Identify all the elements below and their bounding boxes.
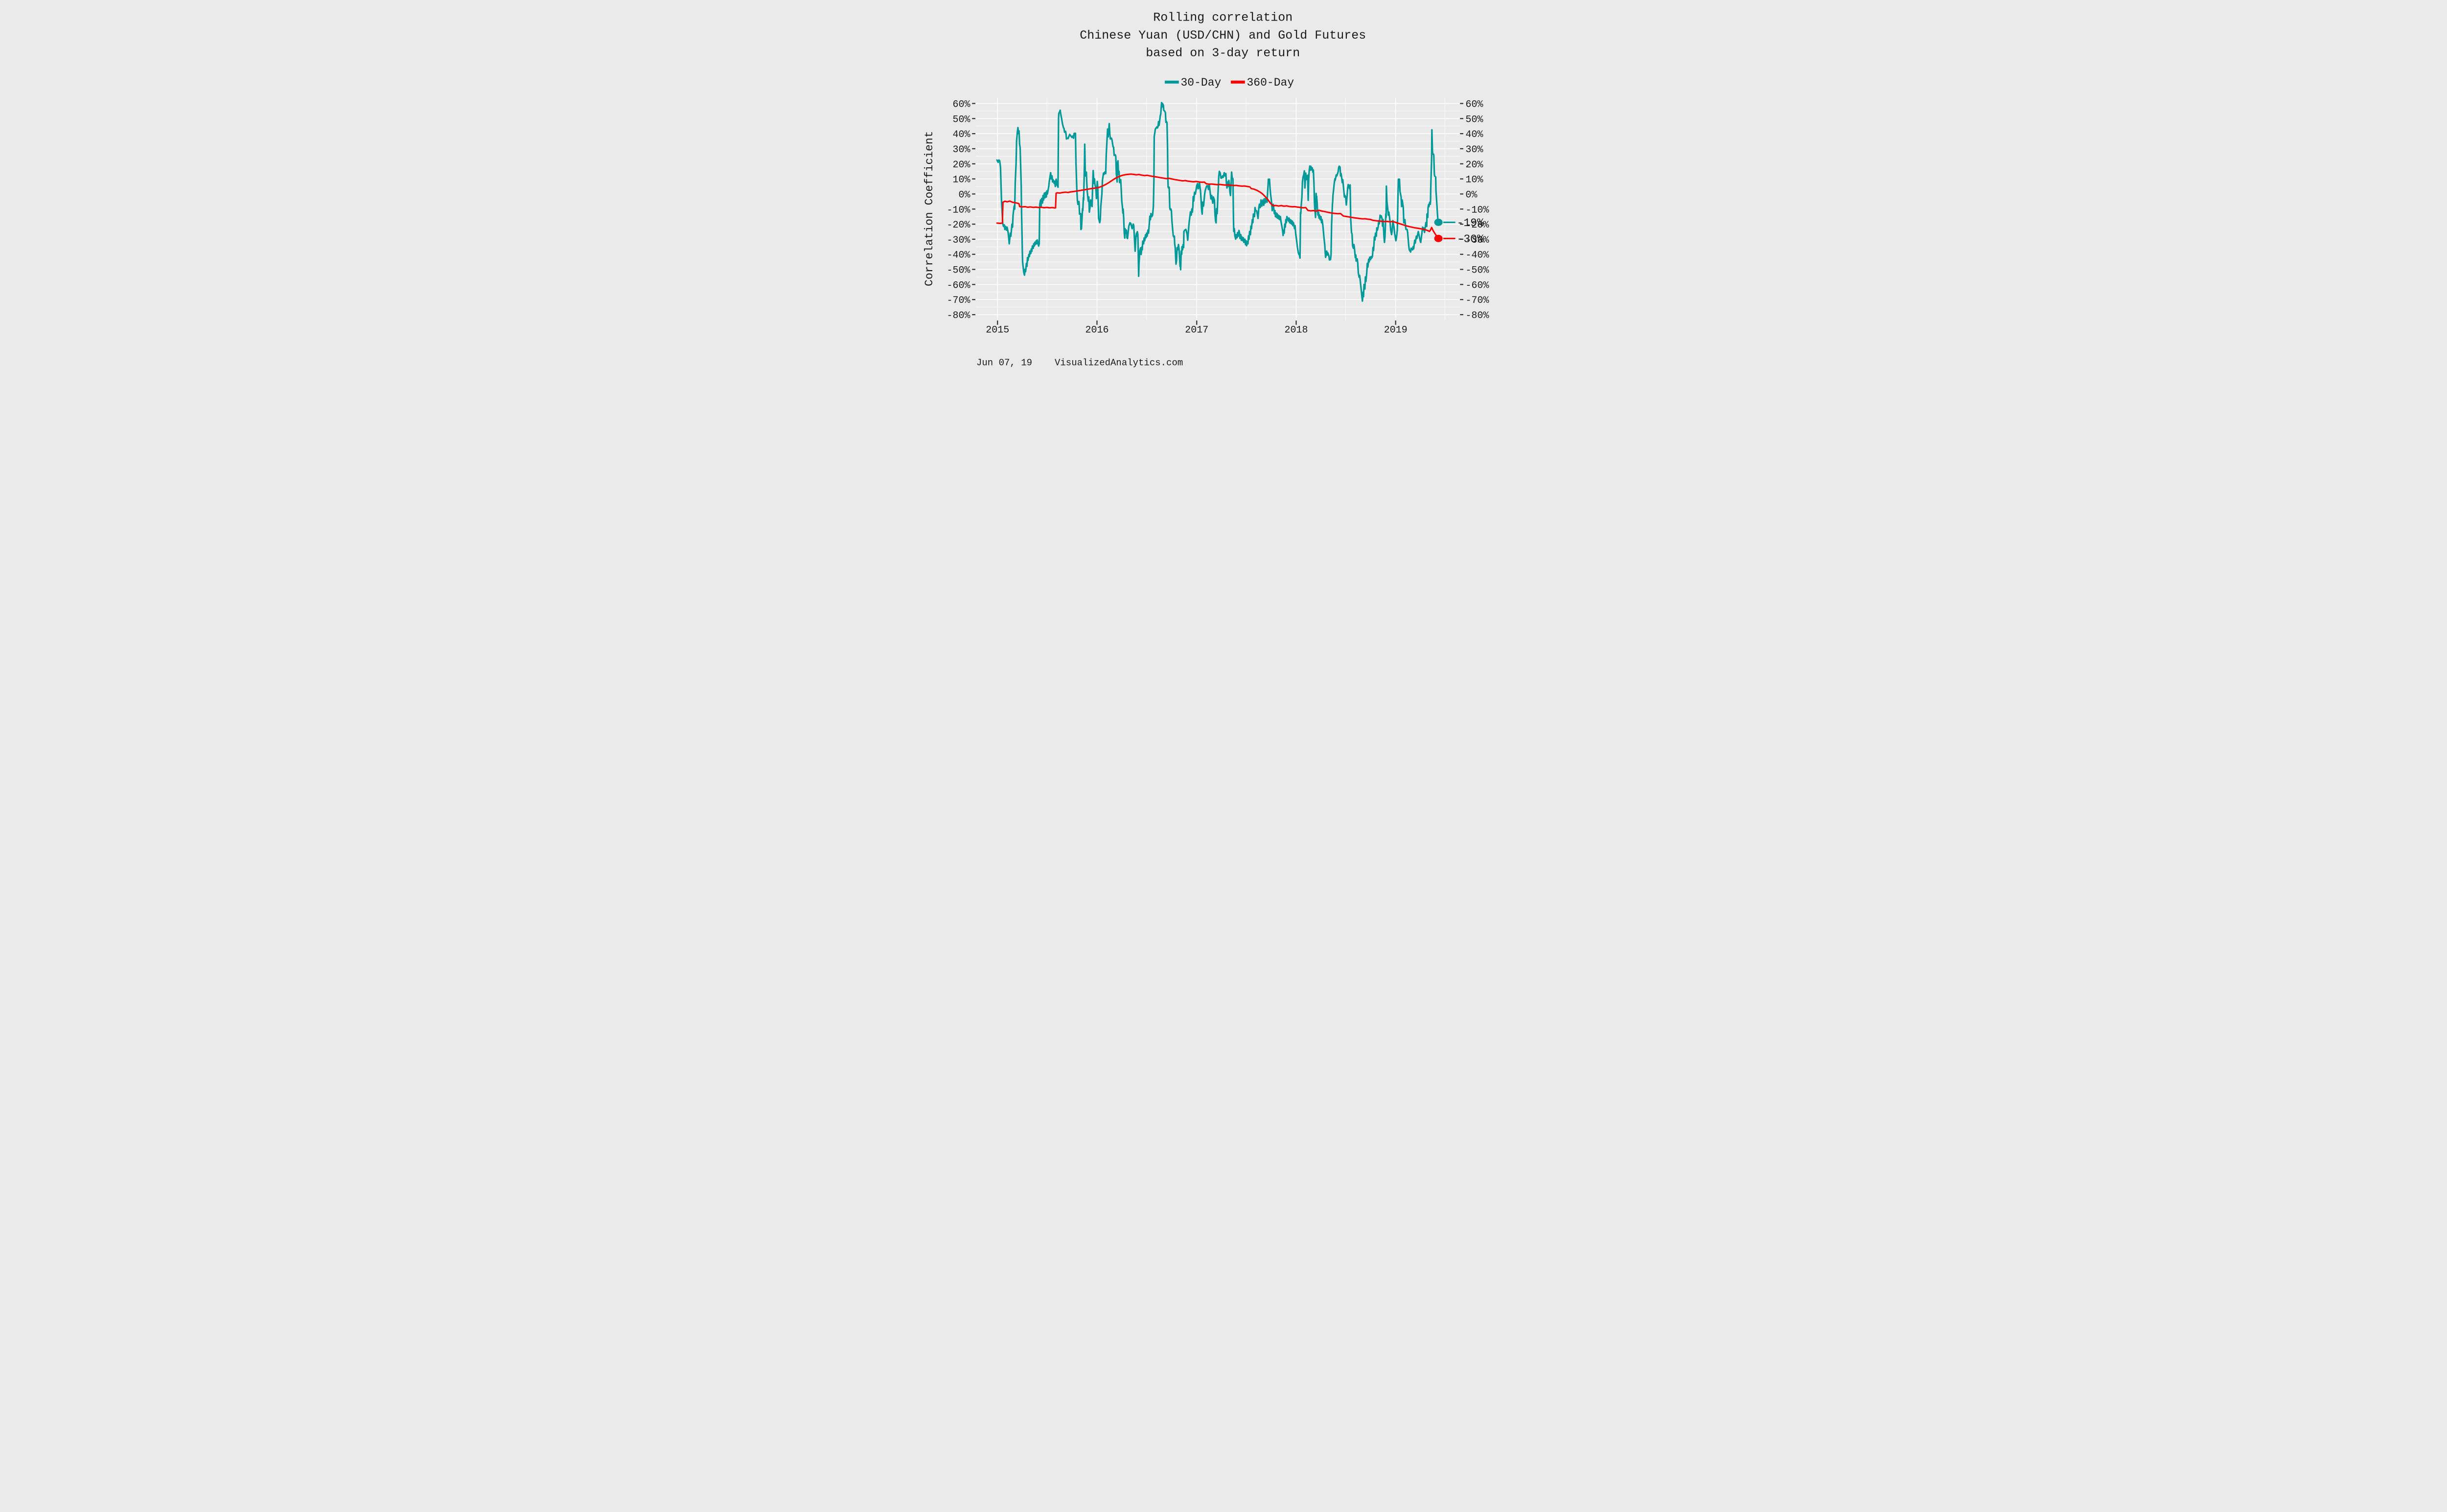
legend-label-30-day: 30-Day [1181,76,1222,89]
x-tick-label: 2016 [1085,325,1108,336]
y-tick-label-right: 10% [1466,175,1484,186]
y-tick-label-right: 60% [1466,99,1484,110]
x-tick-label: 2017 [1185,325,1208,336]
end-dot-360-day [1434,234,1443,242]
y-tick-label-left: 50% [952,114,970,125]
series-end-annotations: -19% -30% [1434,217,1484,246]
y-tick-label-left: 20% [952,160,970,171]
grid-major [975,98,1460,321]
y-tick-label-right: 50% [1466,114,1484,125]
x-tick-label: 2019 [1384,325,1408,336]
chart-figure: 60% 60% 50% 50% 40% 40% 30% 30% 20% 20% 10% 10% 0% 0%… [918,0,1529,378]
x-tick-label: 2018 [1285,325,1308,336]
footer-date: Jun 07, 19 [976,357,1032,368]
y-tick-label-left: 60% [952,99,970,110]
axis-tick-labels: 60% 60% 50% 50% 40% 40% 30% 30% 20% 20% 10% 10% 0% 0%… [946,99,1489,336]
end-label-30-day: -19% [1457,217,1484,229]
y-tick-label-left: -50% [946,265,970,276]
tick-marks [972,103,1463,325]
y-tick-label-left: -10% [946,205,970,216]
y-tick-label-right: -10% [1466,205,1490,216]
y-tick-label-left: 40% [952,129,970,140]
series-line-360-day [996,173,1439,239]
data-series [996,102,1439,302]
legend: 30-Day 360-Day [1165,76,1294,89]
y-tick-label-left: -60% [946,280,970,291]
legend-swatch-30-day [1165,80,1179,84]
y-tick-label-left: 0% [958,189,970,201]
legend-label-360-day: 360-Day [1247,76,1294,89]
chart-title-line1: Rolling correlation [1153,11,1293,25]
y-tick-label-left: -80% [946,310,970,321]
y-tick-label-left: -30% [946,235,970,246]
y-tick-label-right: -40% [1466,250,1490,261]
y-tick-label-right: 30% [1466,144,1484,156]
y-tick-label-right: -50% [1466,265,1490,276]
y-tick-label-right: 40% [1466,129,1484,140]
y-tick-label-left: -40% [946,250,970,261]
y-tick-label-right: 0% [1466,189,1478,201]
y-tick-label-right: -80% [1466,310,1490,321]
chart-title-line3: based on 3-day return [1146,46,1300,60]
x-tick-label: 2015 [986,325,1009,336]
end-dot-30-day [1434,218,1443,226]
series-line-30-day [996,102,1439,302]
y-tick-label-right: -60% [1466,280,1490,291]
y-tick-label-right: -20% [1466,220,1490,231]
end-label-360-day: -30% [1457,233,1484,246]
chart-title-line2: Chinese Yuan (USD/CHN) and Gold Futures [1080,28,1366,43]
y-tick-label-left: -20% [946,220,970,231]
y-tick-label-left: 10% [952,175,970,186]
legend-swatch-360-day [1231,80,1245,84]
y-axis-title: Correlation Coefficient [923,131,936,286]
y-tick-label-left: -70% [946,295,970,306]
y-tick-label-right: -30% [1466,235,1490,246]
y-tick-label-right: 20% [1466,160,1484,171]
correlation-chart: 60% 60% 50% 50% 40% 40% 30% 30% 20% 20% 10% 10% 0% 0%… [918,0,1529,378]
y-tick-label-left: 30% [952,144,970,156]
y-tick-label-right: -70% [1466,295,1490,306]
footer-source: VisualizedAnalytics.com [1055,357,1183,368]
